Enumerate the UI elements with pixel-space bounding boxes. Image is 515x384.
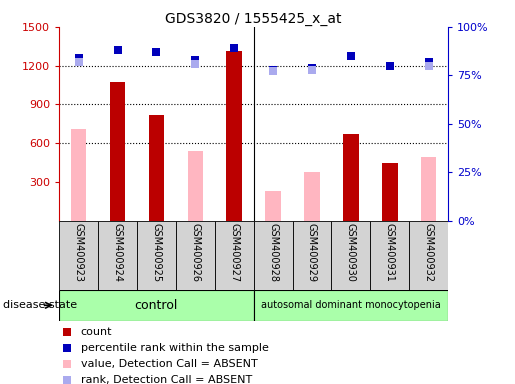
Text: control: control	[135, 299, 178, 312]
Bar	[253, 290, 448, 321]
Bar	[421, 157, 436, 221]
Bar	[98, 221, 137, 290]
Bar	[187, 151, 203, 221]
Text: disease state: disease state	[3, 300, 77, 310]
Bar	[332, 221, 370, 290]
Bar	[176, 221, 215, 290]
Text: GSM400931: GSM400931	[385, 223, 394, 282]
Title: GDS3820 / 1555425_x_at: GDS3820 / 1555425_x_at	[165, 12, 342, 26]
Bar	[227, 51, 242, 221]
Bar	[382, 163, 398, 221]
Bar	[253, 221, 293, 290]
Text: GSM400924: GSM400924	[113, 223, 123, 282]
Bar	[59, 221, 98, 290]
Text: GSM400923: GSM400923	[74, 223, 83, 282]
Bar	[110, 83, 125, 221]
Text: GSM400928: GSM400928	[268, 223, 278, 282]
Text: GSM400925: GSM400925	[151, 223, 161, 282]
Bar	[304, 172, 320, 221]
Text: GSM400926: GSM400926	[191, 223, 200, 282]
Bar	[59, 290, 253, 321]
Bar	[149, 115, 164, 221]
Bar	[137, 221, 176, 290]
Text: count: count	[81, 327, 112, 337]
Bar	[265, 191, 281, 221]
Bar	[370, 221, 409, 290]
Bar	[409, 221, 448, 290]
Text: percentile rank within the sample: percentile rank within the sample	[81, 343, 268, 353]
Bar	[343, 134, 358, 221]
Bar	[293, 221, 332, 290]
Text: GSM400930: GSM400930	[346, 223, 356, 282]
Text: autosomal dominant monocytopenia: autosomal dominant monocytopenia	[261, 300, 441, 310]
Text: rank, Detection Call = ABSENT: rank, Detection Call = ABSENT	[81, 374, 252, 384]
Bar	[71, 129, 87, 221]
Text: GSM400927: GSM400927	[229, 223, 239, 282]
Bar	[215, 221, 253, 290]
Text: GSM400932: GSM400932	[424, 223, 434, 282]
Text: value, Detection Call = ABSENT: value, Detection Call = ABSENT	[81, 359, 258, 369]
Text: GSM400929: GSM400929	[307, 223, 317, 282]
